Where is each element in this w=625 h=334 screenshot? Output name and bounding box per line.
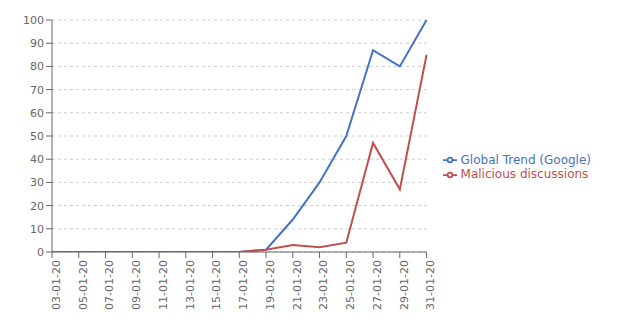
svg-text:21-01-20: 21-01-20 (291, 260, 304, 310)
svg-text:29-01-20: 29-01-20 (398, 260, 411, 310)
svg-text:90: 90 (30, 37, 44, 50)
svg-text:70: 70 (30, 84, 44, 97)
svg-text:19-01-20: 19-01-20 (264, 260, 277, 310)
svg-text:80: 80 (30, 60, 44, 73)
svg-text:05-01-20: 05-01-20 (77, 260, 90, 310)
svg-text:0: 0 (37, 246, 44, 259)
svg-text:17-01-20: 17-01-20 (237, 260, 250, 310)
svg-text:27-01-20: 27-01-20 (371, 260, 384, 310)
svg-text:11-01-20: 11-01-20 (157, 260, 170, 310)
svg-text:13-01-20: 13-01-20 (184, 260, 197, 310)
svg-text:40: 40 (30, 153, 44, 166)
svg-text:60: 60 (30, 107, 44, 120)
svg-text:25-01-20: 25-01-20 (344, 260, 357, 310)
svg-text:30: 30 (30, 176, 44, 189)
html-text:Global Trend (Google): Global Trend (Google) (460, 152, 591, 167)
svg-text:09-01-20: 09-01-20 (130, 260, 143, 310)
svg-text:15-01-20: 15-01-20 (210, 260, 223, 310)
svg-text:07-01-20: 07-01-20 (103, 260, 116, 310)
svg-text:50: 50 (30, 130, 44, 143)
svg-text:10: 10 (30, 223, 44, 236)
svg-text:20: 20 (30, 200, 44, 213)
svg-text:03-01-20: 03-01-20 (50, 260, 63, 310)
svg-text:31-01-20: 31-01-20 (424, 260, 437, 310)
svg-text:23-01-20: 23-01-20 (317, 260, 330, 310)
svg-text:100: 100 (23, 14, 44, 27)
html-text:Malicious discussions: Malicious discussions (460, 167, 589, 181)
